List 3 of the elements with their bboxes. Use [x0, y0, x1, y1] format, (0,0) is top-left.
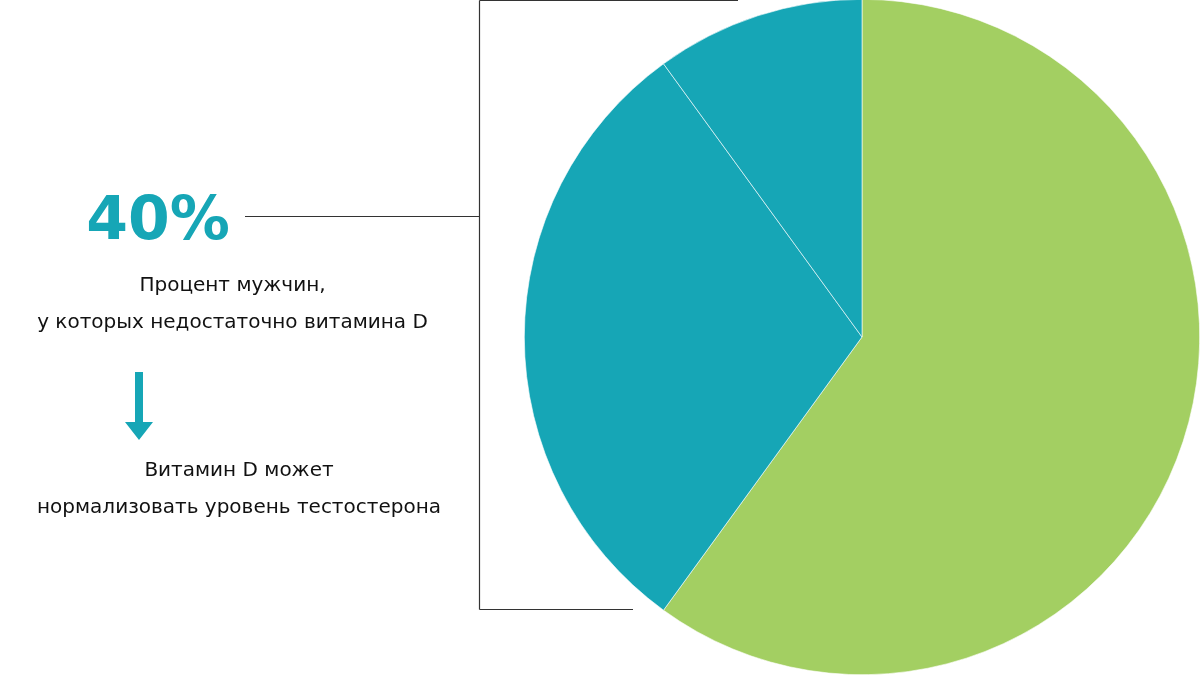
text: Процент мужчин, у которых недостаточно витамина D	[36, 271, 429, 335]
text: 40%	[85, 182, 231, 254]
text: Витамин D может нормализовать уровень тестостерона	[36, 456, 442, 520]
